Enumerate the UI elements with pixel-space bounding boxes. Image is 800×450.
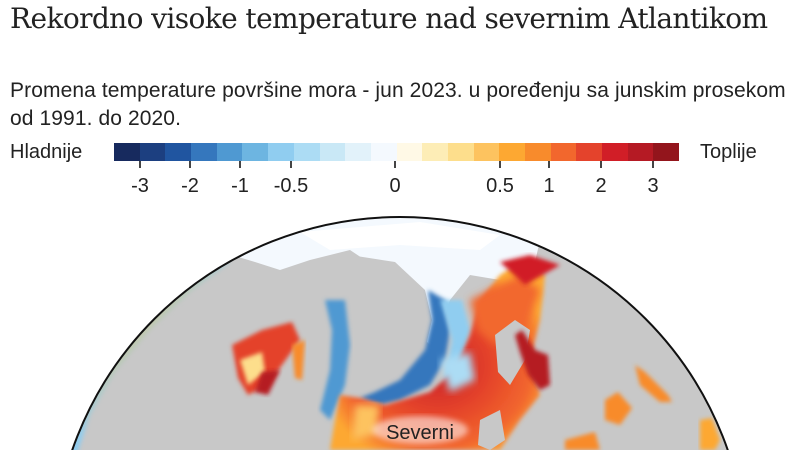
color-segment	[319, 143, 346, 161]
color-segment	[293, 143, 320, 161]
color-segment	[139, 143, 166, 161]
color-segment	[268, 143, 294, 161]
color-segment	[396, 143, 423, 161]
black-sea	[605, 392, 632, 425]
color-segment	[473, 143, 500, 161]
color-segment	[242, 143, 269, 161]
color-segment	[370, 143, 397, 161]
british-isles	[478, 410, 505, 450]
scale-tick-label: 0	[389, 175, 401, 197]
scale-tick	[548, 161, 550, 168]
scale-tick	[239, 161, 241, 168]
scale-tick-label: -2	[181, 175, 199, 197]
scale-tick	[394, 161, 396, 168]
page-title: Rekordno visoke temperature nad severnim…	[10, 2, 768, 35]
legend-warm-label: Toplije	[700, 141, 757, 163]
color-segment	[525, 143, 551, 161]
ocean-label: Severni	[386, 422, 454, 444]
color-segment	[627, 143, 654, 161]
scale-tick-label: 1	[543, 175, 555, 197]
page-subtitle: Promena temperature površine mora - jun …	[10, 79, 786, 130]
color-segment	[499, 143, 525, 161]
color-segment	[165, 143, 192, 161]
legend-cold-label: Hladnije	[10, 141, 83, 163]
scale-tick-label: -1	[231, 175, 249, 197]
color-segment	[345, 143, 371, 161]
scale-tick	[600, 161, 602, 168]
scale-tick	[290, 161, 292, 168]
scale-tick-label: -3	[131, 175, 149, 197]
scale-tick	[652, 161, 654, 168]
globe	[53, 217, 747, 450]
scale-tick	[499, 161, 501, 168]
color-segment	[191, 143, 217, 161]
scale-tick-label: 2	[595, 175, 607, 197]
color-segment	[216, 143, 243, 161]
labrador-cold-current	[320, 300, 350, 420]
sst-anomaly-map: Severni	[0, 200, 800, 450]
color-scale-bar	[114, 143, 680, 161]
globe-outline	[71, 216, 729, 450]
scale-tick	[189, 161, 191, 168]
east-greenland-cold-current	[360, 290, 450, 405]
color-segment	[653, 143, 680, 161]
scale-tick-label: 0.5	[486, 175, 514, 197]
color-segment	[447, 143, 474, 161]
color-segment	[602, 143, 628, 161]
scale-tick-label: 3	[647, 175, 659, 197]
greenland	[335, 255, 432, 392]
land-mass	[53, 217, 747, 450]
baltic-sea	[515, 330, 550, 390]
scale-tick	[139, 161, 141, 168]
color-segment	[422, 143, 448, 161]
scale-tick-label: -0.5	[273, 175, 309, 197]
color-segment	[550, 143, 577, 161]
color-legend: Hladnije -3 -2 -1 -0.5 0 0.5 1 2 3 Toplije	[0, 138, 800, 200]
barents-sea	[500, 255, 560, 285]
color-segment	[114, 143, 140, 161]
color-segment	[576, 143, 603, 161]
caspian-sea	[635, 365, 672, 402]
